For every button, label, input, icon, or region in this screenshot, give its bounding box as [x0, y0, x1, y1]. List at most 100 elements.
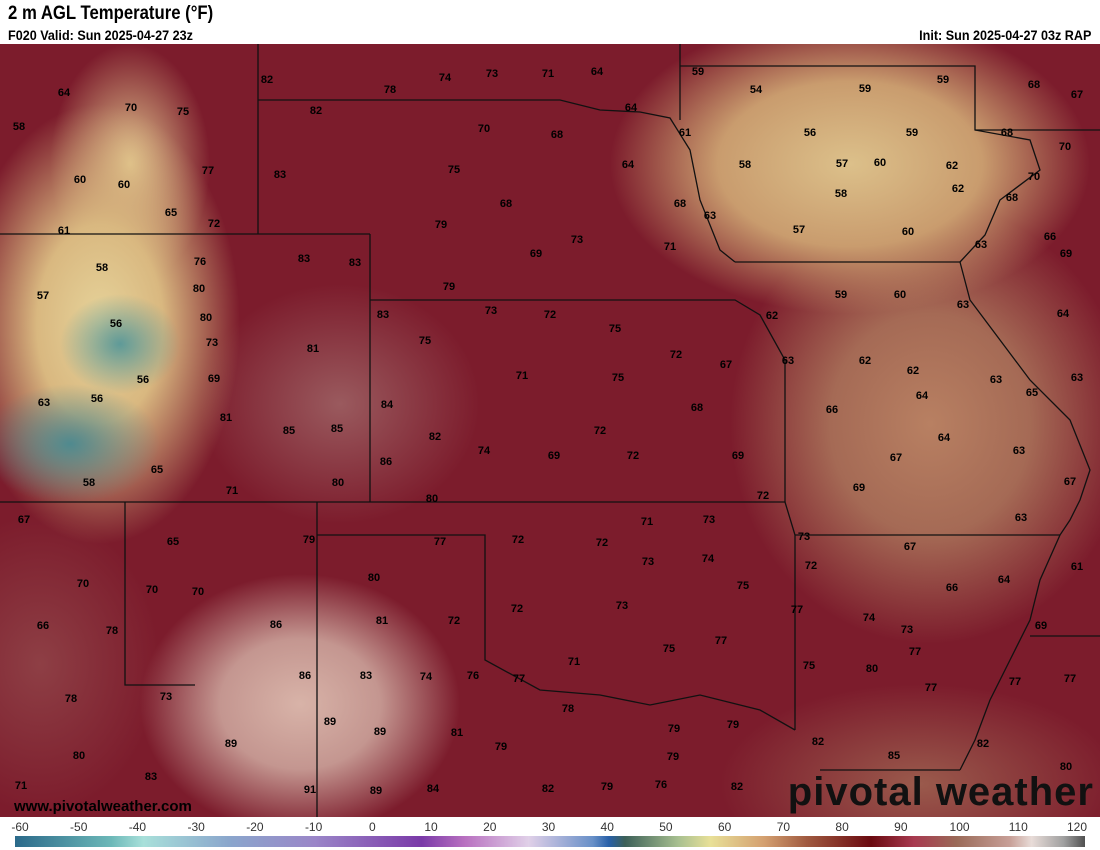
temperature-label: 63 [703, 210, 717, 222]
temperature-label: 77 [714, 635, 728, 647]
temperature-label: 85 [330, 423, 344, 435]
temperature-label: 68 [673, 198, 687, 210]
temperature-label: 86 [298, 670, 312, 682]
temperature-label: 79 [667, 723, 681, 735]
temperature-label: 78 [64, 693, 78, 705]
colorbar-tick-label: -20 [246, 820, 264, 834]
temperature-label: 76 [654, 779, 668, 791]
temperature-label: 64 [997, 574, 1011, 586]
temperature-map[interactable]: 64 70 75 58 82 78 74 73 71 64 59 54 59 59 68 67 82 70 68 64… [0, 44, 1100, 817]
temperature-label: 89 [323, 716, 337, 728]
temperature-label: 72 [447, 615, 461, 627]
temperature-label: 84 [380, 399, 394, 411]
temperature-label: 81 [219, 412, 233, 424]
temperature-label: 64 [937, 432, 951, 444]
temperature-label: 72 [595, 537, 609, 549]
temperature-label: 75 [418, 335, 432, 347]
colorbar-tick-label: 60 [717, 820, 732, 834]
temperature-label: 75 [447, 164, 461, 176]
temperature-label: 74 [477, 445, 491, 457]
temperature-label: 61 [1070, 561, 1084, 573]
temperature-label: 73 [900, 624, 914, 636]
temperature-label: 76 [193, 256, 207, 268]
temperature-label: 77 [908, 646, 922, 658]
temperature-label: 72 [669, 349, 683, 361]
temperature-label: 70 [145, 584, 159, 596]
temperature-label: 77 [1063, 673, 1077, 685]
temperature-label: 58 [834, 188, 848, 200]
temperature-label: 59 [936, 74, 950, 86]
temperature-label: 73 [797, 531, 811, 543]
colorbar-tick-label: 70 [776, 820, 791, 834]
temperature-label: 79 [600, 781, 614, 793]
temperature-label: 64 [590, 66, 604, 78]
temperature-label: 86 [269, 619, 283, 631]
temperature-label: 73 [485, 68, 499, 80]
temperature-label: 67 [903, 541, 917, 553]
temperature-label: 67 [719, 359, 733, 371]
temperature-label: 82 [260, 74, 274, 86]
temperature-label: 79 [442, 281, 456, 293]
temperature-label: 68 [1000, 127, 1014, 139]
temperature-label: 57 [835, 158, 849, 170]
temperature-label: 83 [376, 309, 390, 321]
colorbar-tick-label: 90 [894, 820, 908, 834]
temperature-label: 83 [348, 257, 362, 269]
temperature-label: 63 [1012, 445, 1026, 457]
temperature-label: 64 [621, 159, 635, 171]
temperature-label: 60 [901, 226, 915, 238]
temperature-label: 82 [730, 781, 744, 793]
temperature-label: 71 [14, 780, 28, 792]
temperature-label: 70 [76, 578, 90, 590]
temperature-label: 74 [701, 553, 715, 565]
temperature-label: 70 [477, 123, 491, 135]
temperature-label: 77 [790, 604, 804, 616]
temperature-label: 70 [124, 102, 138, 114]
temperature-label: 67 [1063, 476, 1077, 488]
temperature-label: 56 [803, 127, 817, 139]
temperature-label: 68 [550, 129, 564, 141]
temperature-label: 77 [512, 673, 526, 685]
temperature-label: 63 [1014, 512, 1028, 524]
temperature-label: 67 [17, 514, 31, 526]
temperature-label: 69 [529, 248, 543, 260]
colorbar-tick-label: 20 [483, 820, 497, 834]
colorbar-tick-label: 50 [659, 820, 673, 834]
temperature-label: 81 [450, 727, 464, 739]
temperature-label: 72 [207, 218, 221, 230]
temperature-label: 83 [359, 670, 373, 682]
temperature-label: 58 [95, 262, 109, 274]
temperature-label: 57 [792, 224, 806, 236]
temperature-label: 60 [873, 157, 887, 169]
temperature-label: 73 [615, 600, 629, 612]
valid-time: F020 Valid: Sun 2025-04-27 23z [8, 27, 193, 43]
temperature-label: 70 [1027, 171, 1041, 183]
colorbar-tick-label: 100 [949, 820, 970, 834]
temperature-label: 89 [224, 738, 238, 750]
temperature-label: 57 [36, 290, 50, 302]
temperature-label: 66 [945, 582, 959, 594]
temperature-label: 58 [12, 121, 26, 133]
temperature-label: 71 [541, 68, 555, 80]
temperature-label: 72 [511, 534, 525, 546]
temperature-label: 85 [887, 750, 901, 762]
temperature-label: 63 [974, 239, 988, 251]
colorbar-tick-label: 0 [368, 820, 376, 834]
temperature-label: 63 [1070, 372, 1084, 384]
temperature-label: 73 [641, 556, 655, 568]
temperature-label: 75 [662, 643, 676, 655]
temperature-label: 71 [663, 241, 677, 253]
temperature-label: 71 [567, 656, 581, 668]
temperature-label: 60 [893, 289, 907, 301]
temperature-label: 77 [433, 536, 447, 548]
temperature-label: 63 [781, 355, 795, 367]
temperature-label: 79 [302, 534, 316, 546]
temperature-label: 71 [225, 485, 239, 497]
temperature-label: 75 [736, 580, 750, 592]
colorbar-tick-label: 40 [600, 820, 614, 834]
temperature-label: 59 [834, 289, 848, 301]
temperature-label: 59 [905, 127, 919, 139]
colorbar-tick-label: -50 [70, 820, 88, 834]
temperature-label: 64 [57, 87, 71, 99]
colorbar-tick-label: -60 [11, 820, 29, 834]
